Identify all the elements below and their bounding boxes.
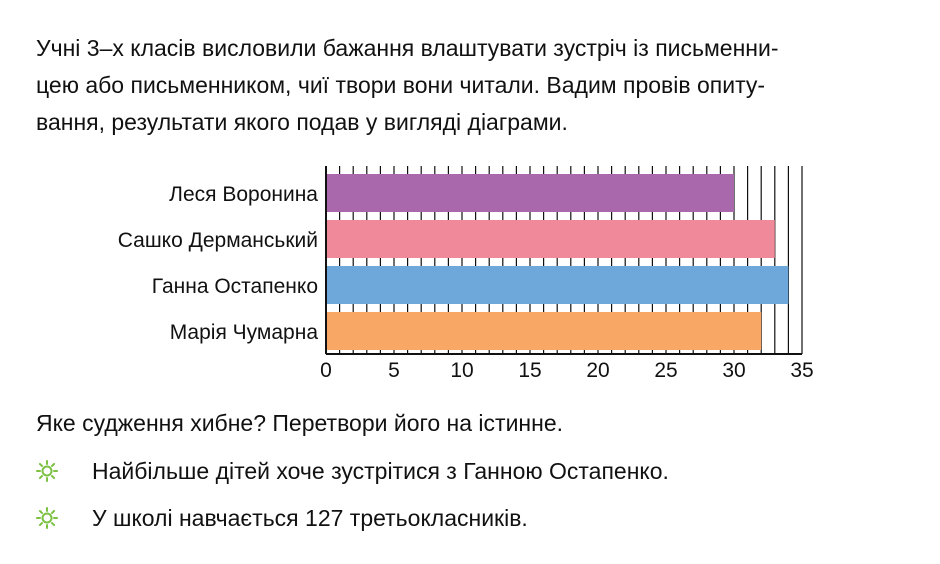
sun-icon [36,460,58,482]
statement-1: Найбільше дітей хоче зустрітися з Ганною… [36,453,669,489]
statement-1-text: Найбільше дітей хоче зустрітися з Ганною… [92,458,669,484]
statement-2-text: У школі навчається 127 третьокласників. [92,505,528,531]
bar [326,312,762,350]
category-label: Марія Чумарна [170,321,319,344]
category-label: Сашко Дерманський [118,229,318,252]
x-tick-label: 20 [586,359,609,382]
x-tick-label: 30 [722,359,745,382]
intro-line-2: цею або письменником, чиї твори вони чит… [36,72,766,98]
intro-line-3: вання, результати якого подав у вигляді … [36,109,568,135]
statement-2: У школі навчається 127 третьокласників. [36,500,528,536]
sun-icon [36,507,58,529]
bar [326,220,775,258]
intro-line-1: Учні 3–х класів висловили бажання влашту… [36,35,779,61]
bar [326,266,789,304]
x-tick-label: 10 [450,359,473,382]
x-tick-label: 0 [320,359,332,382]
x-tick-label: 5 [388,359,400,382]
category-label: Ганна Остапенко [152,275,318,298]
x-tick-label: 15 [518,359,541,382]
question-text: Яке судження хибне? Перетвори його на іс… [36,410,564,436]
x-tick-label: 35 [790,359,813,382]
bar [326,174,734,212]
x-tick-label: 25 [654,359,677,382]
intro-text: Учні 3–х класів висловили бажання влашту… [36,30,916,141]
bar-chart: Леся Воронина Сашко Дерманський Ганна Оста… [118,166,814,382]
category-label: Леся Воронина [169,183,318,206]
